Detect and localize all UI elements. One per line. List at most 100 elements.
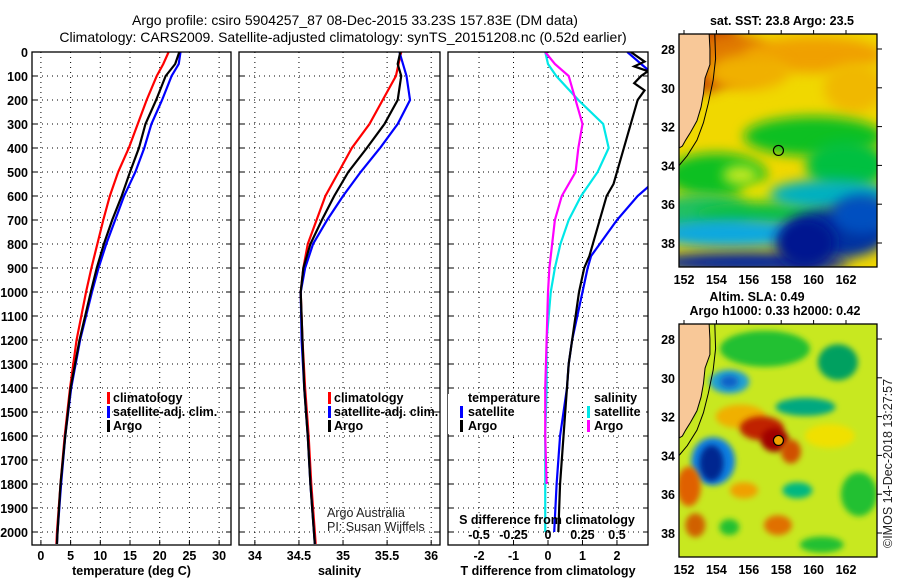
depth-tick-label: 1900: [0, 502, 28, 516]
sla-map-title1: Altim. SLA: 0.49: [709, 290, 804, 304]
depth-tick-label: 1500: [0, 406, 28, 420]
depth-tick-label: 600: [7, 190, 28, 204]
sst-map-title: sat. SST: 23.8 Argo: 23.5: [710, 14, 854, 28]
lat-tick-label: 34: [661, 159, 675, 173]
legend-swatch-s-satellite: [587, 406, 590, 418]
legend-satellite: satellite-adj. clim.: [113, 405, 217, 419]
legend-t-satellite: satellite: [468, 405, 515, 419]
lon-tick-label: 152: [674, 273, 695, 287]
lon-tick-label: 160: [803, 273, 824, 287]
lon-tick-label: 160: [803, 563, 824, 577]
timestamp-label: ©IMOS 14-Dec-2018 13:27:57: [881, 379, 895, 548]
legend-swatch-satellite: [107, 406, 110, 418]
depth-tick-label: 2000: [0, 526, 28, 540]
lat-tick-label: 32: [661, 411, 675, 425]
diff-t-argo-line: [557, 52, 648, 533]
legend-argo: Argo: [113, 419, 143, 433]
depth-tick-label: 1200: [0, 334, 28, 348]
legend-swatch-climatology: [107, 392, 110, 404]
difference-panel: -2 -1 0 1 2T difference from climatology -0.5…: [447, 51, 649, 578]
lat-tick-label: 28: [661, 333, 675, 347]
x-tick-label: 1: [579, 549, 586, 563]
legend-t-argo: Argo: [468, 419, 498, 433]
s-difference-axis-label: S difference from climatology: [459, 513, 635, 527]
lon-tick-label: 156: [738, 563, 759, 577]
x-tick-label: 25: [182, 549, 196, 563]
lon-tick-label: 158: [771, 563, 792, 577]
lat-tick-label: 30: [661, 372, 675, 386]
lat-tick-label: 30: [661, 82, 675, 96]
x-tick-label: 0: [37, 549, 44, 563]
lon-tick-label: 162: [836, 273, 857, 287]
s-diff-tick-label: 0: [545, 528, 552, 542]
x-tick-label: 10: [93, 549, 107, 563]
x-tick-label: 0: [545, 549, 552, 563]
depth-tick-label: 1400: [0, 382, 28, 396]
x-axis-label: salinity: [318, 564, 361, 578]
salinity-legend: climatology satellite-adj. clim. Argo Ar…: [327, 391, 438, 534]
lon-tick-label: 156: [738, 273, 759, 287]
x-tick-label: 35: [336, 549, 350, 563]
x-tick-label: 34.5: [287, 549, 311, 563]
depth-tick-label: 800: [7, 238, 28, 252]
temperature-panel: 0 5 10 15 20 25 30 temperature (deg C) 0 100 200 30…: [0, 46, 232, 578]
legend-s-argo: Argo: [594, 419, 624, 433]
salinity-argo-line: [299, 52, 403, 545]
salinity-panel: 34 34.5 35 35.5 36 salinity: [238, 51, 441, 578]
depth-tick-label: 100: [7, 70, 28, 84]
s-diff-tick-label: -0.25: [499, 528, 528, 542]
legend-swatch-argo: [328, 420, 331, 432]
salinity-satellite-adj-clim-line: [299, 52, 412, 545]
s-diff-tick-label: 0.5: [608, 528, 625, 542]
temperature-argo-line: [55, 52, 181, 545]
depth-tick-label: 400: [7, 142, 28, 156]
x-axis-label: T difference from climatology: [460, 564, 635, 578]
s-diff-tick-label: -0.5: [468, 528, 490, 542]
lon-tick-label: 154: [706, 563, 727, 577]
lat-tick-label: 38: [661, 237, 675, 251]
depth-tick-label: 1300: [0, 358, 28, 372]
temperature-plot-frame: [31, 51, 232, 546]
legend-argo: Argo: [334, 419, 364, 433]
difference-plot-frame: [447, 51, 649, 546]
x-tick-label: 20: [153, 549, 167, 563]
sst-map: 152 154 156 158 160 162 28 30 32 34 36 38: [661, 30, 882, 287]
legend-swatch-argo: [107, 420, 110, 432]
depth-tick-label: 300: [7, 118, 28, 132]
map-frame: [678, 33, 878, 268]
legend-swatch-climatology: [328, 392, 331, 404]
lon-tick-label: 162: [836, 563, 857, 577]
legend-satellite: satellite-adj. clim.: [334, 405, 438, 419]
lat-tick-label: 28: [661, 43, 675, 57]
legend-swatch-t-argo: [460, 420, 463, 432]
legend-climatology: climatology: [334, 391, 404, 405]
sst-field: [679, 34, 877, 267]
x-axis-label: temperature (deg C): [72, 564, 191, 578]
depth-tick-label: 700: [7, 214, 28, 228]
figure-title-line1: Argo profile: csiro 5904257_87 08-Dec-20…: [132, 12, 578, 28]
argo-position-marker: [772, 434, 785, 447]
lat-tick-label: 32: [661, 121, 675, 135]
x-tick-label: -1: [508, 549, 519, 563]
legend-swatch-satellite: [328, 406, 331, 418]
legend-climatology: climatology: [113, 391, 183, 405]
sla-map: 152 154 156 158 160 162 28 30 32 34 36 38: [661, 320, 882, 577]
lat-tick-label: 34: [661, 449, 675, 463]
depth-tick-label: 1800: [0, 478, 28, 492]
argo-position-marker: [772, 144, 785, 157]
legend-swatch-s-argo: [587, 420, 590, 432]
land-mass: [679, 34, 711, 149]
isobath-line: [679, 34, 717, 166]
salinity-climatology-line: [299, 52, 403, 545]
land-mass: [679, 324, 711, 439]
legend-s-satellite: satellite: [594, 405, 641, 419]
lat-tick-label: 36: [661, 198, 675, 212]
credit-line2: PI: Susan Wijffels: [327, 520, 425, 534]
legend-background: [448, 394, 542, 434]
temperature-legend: climatology satellite-adj. clim. Argo: [107, 391, 217, 433]
depth-tick-label: 1700: [0, 454, 28, 468]
depth-tick-label: 1600: [0, 430, 28, 444]
lon-tick-label: 152: [674, 563, 695, 577]
temperature-satellite-adj-clim-line: [55, 52, 182, 545]
